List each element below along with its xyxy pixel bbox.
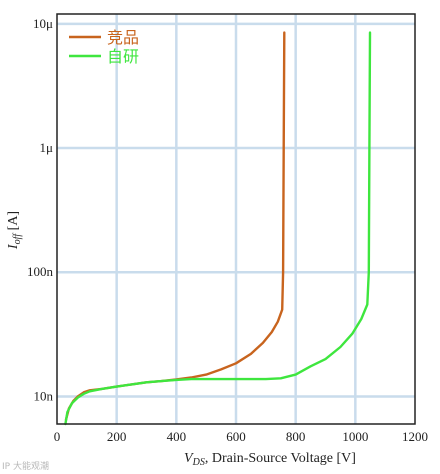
legend-label: 竞品 [107, 28, 139, 47]
x-axis-title: VDS, Drain-Source Voltage [V] [184, 451, 356, 468]
x-tick-label: 200 [107, 429, 127, 444]
legend-label: 自研 [107, 47, 139, 66]
tick-labels: 0 200 400 600 800 1000 1200 10n 100n 1μ 10μ [27, 16, 428, 444]
watermark: IP 大能观潮 [2, 462, 49, 472]
grid [57, 14, 415, 424]
series-layer [64, 31, 372, 426]
x-tick-label: 1200 [402, 429, 428, 444]
y-axis-title: Ioff [A] [6, 211, 23, 250]
y-tick-label: 1μ [40, 140, 54, 155]
x-tick-label: 1000 [342, 429, 368, 444]
x-tick-label: 0 [54, 429, 61, 444]
plot-frame [56, 13, 416, 425]
y-tick-label: 10μ [33, 16, 53, 31]
x-tick-label: 800 [286, 429, 306, 444]
series-line-2 [64, 31, 372, 426]
x-tick-label: 400 [167, 429, 187, 444]
y-tick-label: 100n [27, 264, 54, 279]
x-tick-label: 600 [226, 429, 246, 444]
y-tick-label: 10n [34, 388, 54, 403]
